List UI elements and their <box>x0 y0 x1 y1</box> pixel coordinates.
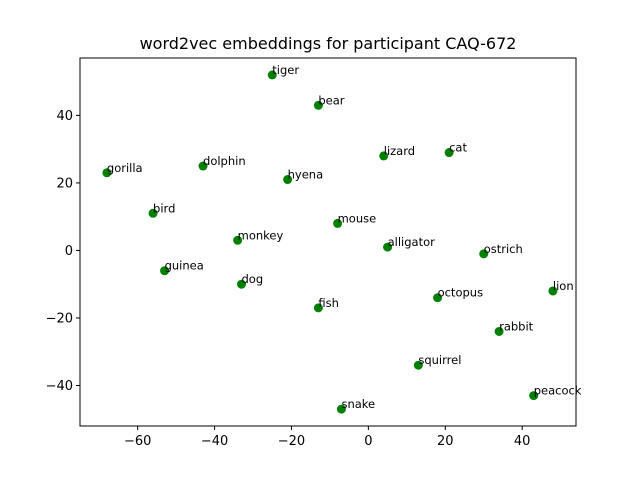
plot-frame <box>79 57 577 427</box>
data-point <box>160 266 170 276</box>
x-tick-label: 20 <box>437 434 454 449</box>
data-point-label: alligator <box>388 235 436 249</box>
data-point <box>233 235 243 245</box>
x-tick-label: −40 <box>201 434 228 449</box>
data-point-label: octopus <box>438 286 483 300</box>
y-axis: −40 −20 0 20 40 <box>46 109 80 394</box>
data-point <box>236 279 246 289</box>
data-point-label: squirrel <box>418 353 461 367</box>
data-point-label: cat <box>449 141 467 155</box>
data-point-label: gorilla <box>107 161 143 175</box>
data-point-label: mouse <box>338 211 377 225</box>
data-point <box>379 151 389 161</box>
data-point <box>413 360 423 370</box>
data-point-label: hyena <box>288 168 324 182</box>
data-point <box>102 168 112 178</box>
data-point <box>548 286 558 296</box>
data-point <box>529 391 539 401</box>
data-point <box>336 404 346 414</box>
y-tick-label: 20 <box>56 176 73 191</box>
data-point-label: lion <box>553 279 574 293</box>
data-point-label: lizard <box>384 144 415 158</box>
data-point-label: rabbit <box>499 319 534 333</box>
y-tick-label: 0 <box>65 244 73 259</box>
data-point-label: ostrich <box>484 242 523 256</box>
data-point <box>198 161 208 171</box>
y-tick-label: −40 <box>46 379 73 394</box>
x-tick-label: −20 <box>278 434 305 449</box>
data-point-label: monkey <box>238 228 284 242</box>
data-point-label: bear <box>318 93 344 107</box>
data-point <box>444 148 454 158</box>
y-tick-label: −20 <box>46 311 73 326</box>
x-tick-label: 40 <box>514 434 531 449</box>
data-point-label: guinea <box>165 259 204 273</box>
data-point-label: snake <box>341 397 375 411</box>
x-tick-label: −60 <box>124 434 151 449</box>
data-point-label: bird <box>153 201 175 215</box>
data-point-label: peacock <box>534 384 582 398</box>
chart-title: word2vec embeddings for participant CAQ-… <box>140 34 517 53</box>
data-point <box>283 175 293 185</box>
data-point <box>494 326 504 336</box>
y-tick-label: 40 <box>56 109 73 124</box>
x-tick-label: 0 <box>364 434 372 449</box>
data-point-label: dolphin <box>203 154 246 168</box>
data-point <box>333 218 343 228</box>
data-point <box>148 208 158 218</box>
data-point <box>383 242 393 252</box>
data-points: tiger bear lizard cat gorilla dolphin hyena bir… <box>102 63 582 414</box>
data-point <box>433 293 443 303</box>
data-point-label: dog <box>241 272 263 286</box>
data-point <box>313 303 323 313</box>
x-axis: −60 −40 −20 0 20 40 <box>124 426 530 449</box>
data-point <box>313 100 323 110</box>
data-point-label: tiger <box>272 63 299 77</box>
data-point <box>479 249 489 259</box>
data-point <box>267 70 277 80</box>
data-point-label: fish <box>318 296 339 310</box>
